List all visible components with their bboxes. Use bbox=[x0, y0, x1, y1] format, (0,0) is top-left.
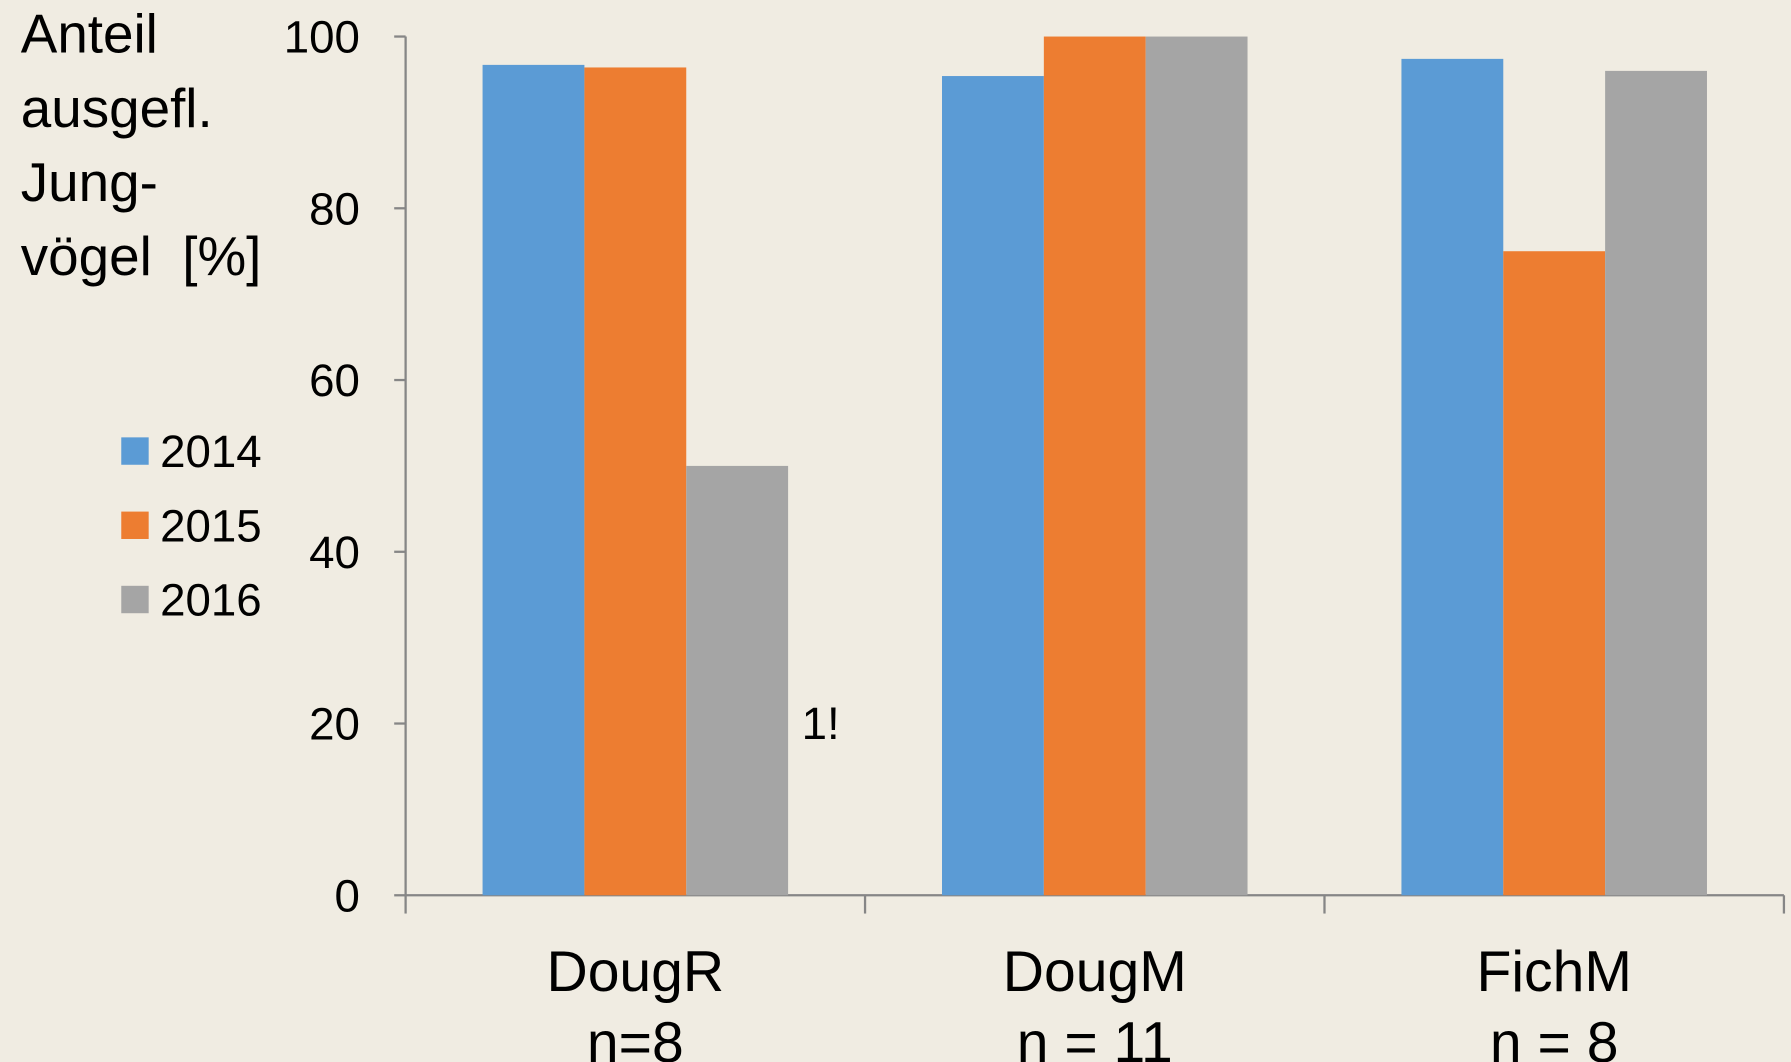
legend-label: 2016 bbox=[160, 575, 262, 626]
y-axis-label: Jung- bbox=[21, 151, 158, 213]
x-tick-label: FichM bbox=[1477, 940, 1632, 1004]
bar bbox=[1503, 251, 1606, 896]
bar bbox=[482, 64, 585, 896]
y-tick-label: 40 bbox=[309, 527, 360, 578]
bar bbox=[942, 76, 1044, 896]
y-axis-label: Anteil bbox=[21, 3, 158, 65]
y-tick-label: 60 bbox=[309, 355, 360, 406]
y-axis-label: vögel [%] bbox=[21, 225, 262, 287]
bar bbox=[1401, 58, 1504, 896]
legend-label: 2015 bbox=[160, 500, 262, 551]
bar bbox=[584, 67, 687, 896]
legend-label: 2014 bbox=[160, 426, 262, 477]
bar bbox=[1605, 70, 1707, 896]
y-axis-label: ausgefl. bbox=[21, 77, 213, 139]
x-tick-label: DougR bbox=[546, 940, 724, 1004]
y-tick-label: 0 bbox=[335, 870, 360, 921]
legend-swatch bbox=[121, 511, 149, 539]
bar bbox=[1145, 36, 1248, 896]
legend-swatch bbox=[121, 437, 149, 465]
bar bbox=[1043, 36, 1146, 896]
x-tick-label: DougM bbox=[1003, 940, 1187, 1004]
x-tick-note: n = 8 bbox=[1490, 1011, 1619, 1062]
y-tick-label: 100 bbox=[284, 12, 360, 63]
x-tick-note: n=8 bbox=[587, 1011, 684, 1062]
x-tick-note: n = 11 bbox=[1017, 1011, 1173, 1062]
legend-swatch bbox=[121, 585, 149, 614]
y-tick-label: 80 bbox=[309, 183, 360, 234]
bar bbox=[686, 465, 789, 896]
y-tick-label: 20 bbox=[309, 699, 360, 750]
